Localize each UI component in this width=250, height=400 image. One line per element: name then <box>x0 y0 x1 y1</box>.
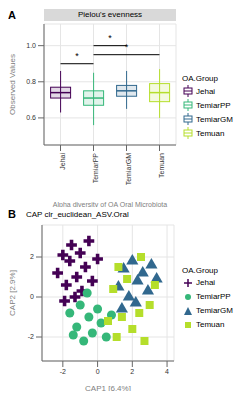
svg-text:4: 4 <box>165 368 169 375</box>
svg-text:0: 0 <box>96 368 100 375</box>
svg-text:0.8: 0.8 <box>26 78 36 85</box>
svg-text:2: 2 <box>130 368 134 375</box>
svg-text:0: 0 <box>30 293 34 300</box>
html-text:Temuan: Temuan <box>196 128 225 138</box>
svg-text:Observed Values: Observed Values <box>8 54 17 115</box>
svg-text:Alpha diversity of OA Oral Mic: Alpha diversity of OA Oral Microbiota <box>53 201 167 207</box>
svg-text:Jehai: Jehai <box>59 153 66 170</box>
html-text:TemiarGM: TemiarGM <box>196 114 233 124</box>
svg-text:-2: -2 <box>60 368 66 375</box>
svg-text:*: * <box>75 51 79 61</box>
svg-text:*: * <box>125 42 129 52</box>
svg-text:-2: -2 <box>28 333 34 340</box>
svg-text:2: 2 <box>30 253 34 260</box>
html-text:B: B <box>8 208 16 220</box>
html-text:Temuan: Temuan <box>196 320 225 329</box>
html-text:OA.Group: OA.Group <box>182 74 218 83</box>
svg-text:1.0: 1.0 <box>26 42 36 49</box>
html-text:Jehai: Jehai <box>196 86 216 96</box>
svg-text:TemiarPP: TemiarPP <box>92 153 99 184</box>
html-text:OA.Group: OA.Group <box>182 265 218 275</box>
html-text:CAP clr_euclidean_ASV.Oral: CAP clr_euclidean_ASV.Oral <box>26 209 129 219</box>
html-text:TemiarPP: TemiarPP <box>196 100 231 110</box>
svg-text:Temuan: Temuan <box>158 153 165 178</box>
html-text:TemiarPP: TemiarPP <box>196 292 231 301</box>
svg-text:TemiarGM: TemiarGM <box>125 153 132 185</box>
svg-text:0.6: 0.6 <box>26 114 36 121</box>
svg-text:CAP1 [6.4%]: CAP1 [6.4%] <box>85 384 131 391</box>
html-text:TemiarGM: TemiarGM <box>196 306 233 315</box>
svg-text:CAP2 [2.9%]: CAP2 [2.9%] <box>8 270 17 316</box>
svg-text:*: * <box>108 33 112 43</box>
html-text:A: A <box>8 9 16 21</box>
html-text:Jehai: Jehai <box>196 278 216 287</box>
html-text:Pielou's evenness: Pielou's evenness <box>77 10 143 19</box>
